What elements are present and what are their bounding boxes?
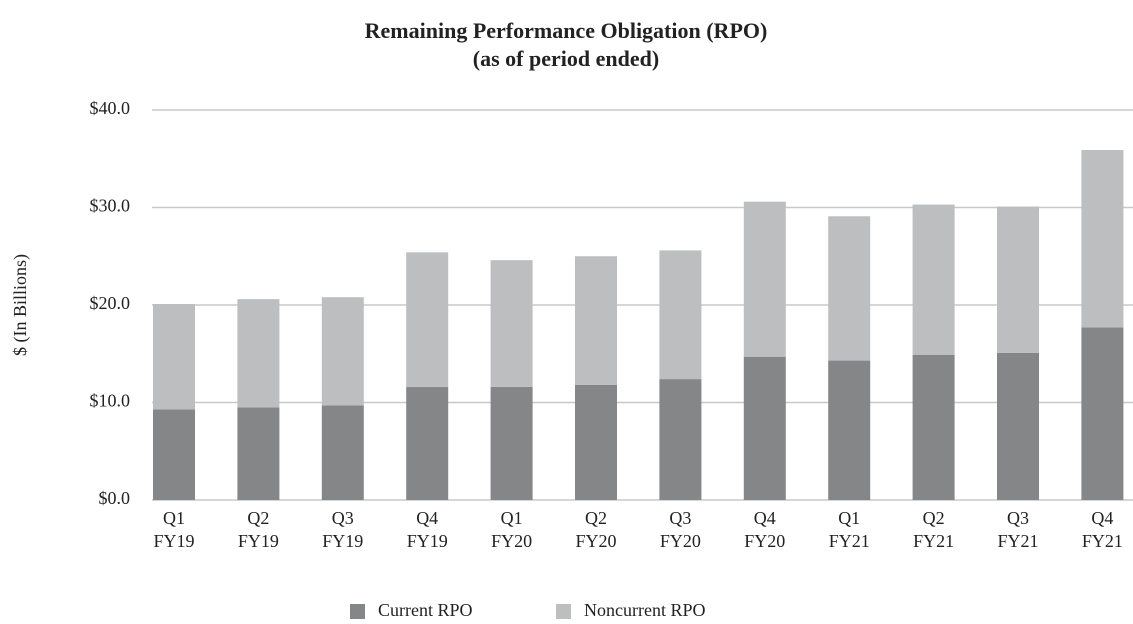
- bar-segment: [321, 297, 364, 406]
- x-tick-label: FY21: [997, 531, 1038, 551]
- bar-segment: [912, 354, 955, 500]
- bar-segment: [828, 360, 871, 500]
- bar-segment: [490, 386, 533, 500]
- x-tick-label: Q2: [585, 508, 607, 528]
- y-tick-label: $20.0: [90, 293, 131, 313]
- legend-label: Noncurrent RPO: [584, 600, 705, 620]
- x-tick-label: Q3: [332, 508, 354, 528]
- bar-segment: [743, 356, 786, 500]
- bar-segment: [406, 386, 449, 500]
- y-tick-label: $0.0: [99, 488, 131, 508]
- x-tick-label: Q4: [416, 508, 438, 528]
- bar-segment: [997, 206, 1039, 353]
- legend-label: Current RPO: [378, 600, 473, 620]
- bar-segment: [490, 260, 533, 387]
- x-tick-label: FY21: [829, 531, 870, 551]
- bar-segment: [153, 409, 195, 500]
- x-tick-label: FY20: [491, 531, 532, 551]
- bar-segment: [1081, 149, 1124, 328]
- legend-swatch: [556, 604, 571, 619]
- chart-title: Remaining Performance Obligation (RPO): [365, 18, 768, 43]
- bar-segment: [912, 204, 955, 355]
- bar-segment: [743, 201, 786, 357]
- bar-segment: [659, 379, 702, 500]
- x-tick-label: FY21: [913, 531, 954, 551]
- x-tick-label: Q2: [247, 508, 269, 528]
- x-tick-label: FY20: [744, 531, 785, 551]
- y-tick-label: $40.0: [90, 98, 131, 118]
- bar-segment: [153, 304, 195, 410]
- x-tick-label: FY21: [1082, 531, 1123, 551]
- bar-segment: [406, 252, 449, 387]
- bar-segment: [575, 384, 617, 500]
- x-tick-label: FY19: [407, 531, 448, 551]
- chart-subtitle: (as of period ended): [473, 46, 659, 71]
- y-tick-label: $30.0: [90, 196, 131, 216]
- bar-segment: [575, 256, 617, 385]
- x-tick-label: Q3: [669, 508, 691, 528]
- legend-swatch: [350, 604, 365, 619]
- x-tick-label: Q1: [163, 508, 185, 528]
- y-axis-label: $ (In Billions): [10, 254, 31, 356]
- bar-segment: [828, 216, 871, 361]
- bar-segment: [321, 405, 364, 500]
- x-tick-label: Q3: [1007, 508, 1029, 528]
- x-tick-label: Q1: [838, 508, 860, 528]
- bar-segment: [237, 407, 280, 500]
- x-tick-label: Q4: [1091, 508, 1113, 528]
- bar-segment: [1081, 327, 1124, 500]
- x-tick-label: Q2: [923, 508, 945, 528]
- x-tick-label: FY19: [322, 531, 363, 551]
- bar-segment: [659, 250, 702, 380]
- bar-segment: [997, 352, 1039, 500]
- x-tick-label: FY19: [153, 531, 194, 551]
- x-tick-label: FY20: [575, 531, 616, 551]
- x-tick-label: Q4: [754, 508, 776, 528]
- bar-segment: [237, 299, 280, 408]
- y-tick-label: $10.0: [90, 391, 131, 411]
- x-tick-label: FY20: [660, 531, 701, 551]
- x-tick-label: Q1: [501, 508, 523, 528]
- x-tick-label: FY19: [238, 531, 279, 551]
